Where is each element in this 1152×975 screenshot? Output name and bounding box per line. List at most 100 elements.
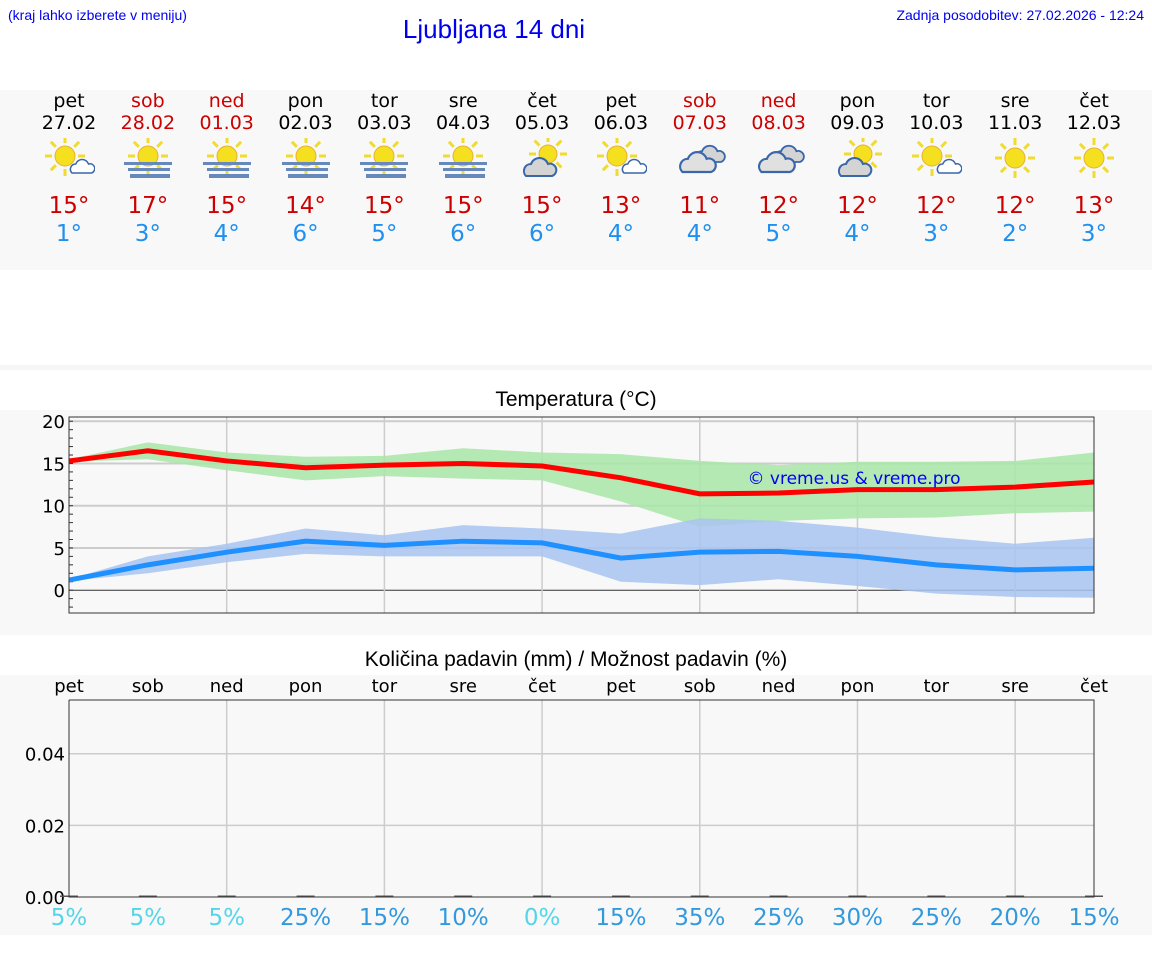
sun-small-cloud-icon xyxy=(596,138,647,176)
day-name: sre xyxy=(1000,90,1030,112)
y-tick-label: 0.04 xyxy=(25,745,65,766)
min-temp-point xyxy=(620,557,622,559)
max-temp: 12° xyxy=(758,193,799,219)
min-temp-point xyxy=(541,542,543,544)
day-forecast: sre 04.03 15° 6° xyxy=(423,90,503,248)
x-category-label: tor xyxy=(923,676,950,697)
max-temp: 14° xyxy=(285,193,326,219)
day-date: 04.03 xyxy=(436,112,491,134)
day-name: ned xyxy=(760,90,797,112)
min-temp: 4° xyxy=(213,221,240,247)
day-name: čet xyxy=(527,90,557,112)
day-forecast: sre 11.03 12° 2° xyxy=(975,90,1055,248)
precip-bar xyxy=(533,895,552,897)
day-name: pon xyxy=(839,90,876,112)
max-temp: 15° xyxy=(48,193,90,219)
x-category-label: sob xyxy=(683,676,716,697)
day-date: 05.03 xyxy=(514,112,570,134)
day-forecast: pet 06.03 13° 4° xyxy=(581,90,661,248)
day-forecast: pet 27.02 15° 1° xyxy=(29,90,109,248)
day-forecast: sob 07.03 11° 4° xyxy=(660,90,740,248)
precip-bar xyxy=(927,895,946,897)
day-date: 10.03 xyxy=(909,112,964,134)
precipitation-chart: 0.00 0.02 0.04 xyxy=(25,699,1103,909)
divider xyxy=(0,365,1152,370)
day-date: 01.03 xyxy=(199,112,254,134)
precip-bar xyxy=(611,895,630,897)
max-temp: 15° xyxy=(363,193,405,219)
precip-bar xyxy=(217,895,236,897)
x-category-label: čet xyxy=(1079,676,1109,697)
day-name: tor xyxy=(922,90,950,112)
sun-fog-icon xyxy=(439,138,488,178)
day-forecast: pon 02.03 14° 6° xyxy=(266,90,346,248)
min-temp: 4° xyxy=(607,221,634,247)
x-category-label: ned xyxy=(761,676,796,697)
day-forecast: čet 05.03 15° 6° xyxy=(502,90,582,248)
precip-probability: 25% xyxy=(279,905,332,931)
min-temp: 3° xyxy=(1080,221,1108,247)
min-temp-point xyxy=(305,540,307,542)
y-tick-label: 0.00 xyxy=(25,888,65,909)
day-date: 28.02 xyxy=(120,112,176,134)
last-update: Zadnja posodobitev: 27.02.2026 - 12:24 xyxy=(896,7,1144,23)
temperature-chart: 0 5 10 15 20 © vreme.us & vreme.pro xyxy=(42,412,1095,614)
daily-forecast-strip: pet 27.02 15° 1° sob 28.02 17° 3° ned 01.0… xyxy=(0,90,1152,270)
precipitation-chart-bg xyxy=(0,675,1152,935)
x-category-label: ned xyxy=(209,676,244,697)
sun-small-cloud-icon xyxy=(45,138,95,176)
y-tick-label: 10 xyxy=(42,497,65,518)
x-category-label: sre xyxy=(449,676,477,697)
max-temp: 11° xyxy=(679,193,721,219)
day-date: 06.03 xyxy=(593,112,649,134)
x-category-label: sre xyxy=(1001,676,1029,697)
sun-fog-icon xyxy=(202,138,251,178)
day-date: 27.02 xyxy=(41,112,97,134)
min-temp: 4° xyxy=(844,221,871,247)
max-temp-point xyxy=(778,492,780,494)
precip-probability: 20% xyxy=(989,905,1041,931)
day-name: ned xyxy=(208,90,245,112)
day-name: sob xyxy=(131,90,165,112)
day-name: sre xyxy=(448,90,478,112)
precip-bar xyxy=(454,895,473,897)
y-tick-label: 20 xyxy=(42,412,65,433)
min-temp-point xyxy=(699,551,701,553)
precip-probability: 0% xyxy=(523,905,561,931)
precip-probability: 10% xyxy=(437,905,489,931)
precip-probability: 15% xyxy=(595,905,647,931)
x-category-label: sob xyxy=(131,676,164,697)
precip-bar xyxy=(138,895,157,897)
precip-probability: 25% xyxy=(753,905,805,931)
day-name: tor xyxy=(370,90,398,112)
min-temp: 5° xyxy=(371,221,398,247)
sun-fog-icon xyxy=(281,138,330,178)
max-temp: 15° xyxy=(442,193,484,219)
day-forecast: pon 09.03 12° 4° xyxy=(817,90,897,248)
x-category-label: pon xyxy=(288,676,323,697)
day-date: 11.03 xyxy=(987,112,1043,134)
min-temp-point xyxy=(226,551,228,553)
min-temp: 5° xyxy=(765,221,792,247)
x-category-label: čet xyxy=(528,676,557,697)
min-temp-line xyxy=(68,538,1095,583)
sun-fog-icon xyxy=(360,138,409,178)
day-name: sob xyxy=(682,90,717,112)
day-name: čet xyxy=(1079,90,1109,112)
precip-bar xyxy=(375,895,394,897)
day-date: 09.03 xyxy=(830,112,885,134)
min-temp-point xyxy=(778,550,780,552)
min-temp-point xyxy=(383,544,385,546)
sun-icon xyxy=(995,138,1036,178)
day-name: pon xyxy=(287,90,324,112)
day-date: 02.03 xyxy=(278,112,333,134)
min-temp: 3° xyxy=(923,221,950,247)
plot-frame xyxy=(68,416,1095,614)
clouds-icon xyxy=(678,144,726,174)
min-temp: 6° xyxy=(450,221,477,247)
day-forecast: ned 01.03 15° 4° xyxy=(187,90,267,248)
page-title: Ljubljana 14 dni xyxy=(402,14,586,44)
max-temp-point xyxy=(226,460,228,462)
max-temp-point xyxy=(935,489,937,491)
min-temp: 6° xyxy=(292,221,319,247)
